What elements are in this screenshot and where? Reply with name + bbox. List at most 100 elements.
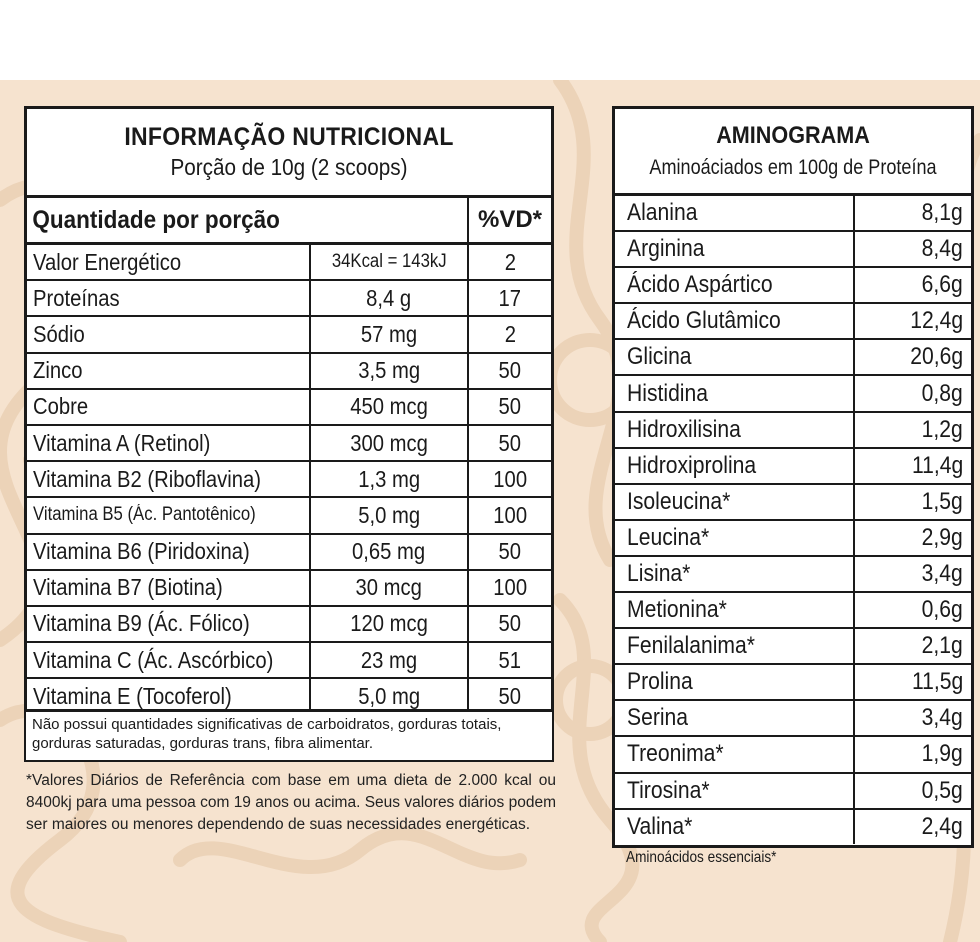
amino-value: 3,4g [853,700,971,738]
nutrient-name-text: Vitamina E (Tocoferol) [33,682,232,709]
amino-value-text: 2,9g [921,523,963,551]
nutrient-daily-value-text: 51 [498,646,522,673]
nutrient-daily-value: 100 [467,497,551,535]
nutrient-amount: 5,0 mg [309,678,468,714]
amino-value: 2,9g [853,519,971,557]
amino-value: 12,4g [853,303,971,341]
amino-name-text: Treonima* [627,740,724,768]
nutrient-amount-text: 1,3 mg [358,465,420,492]
nutrient-name-text: Sódio [33,320,85,347]
amino-row: Glicina 20,6g [615,339,971,377]
nutrient-row: Cobre 450 mcg 50 [27,388,551,426]
amino-value-text: 1,5g [921,487,963,515]
nutrient-name-text: Vitamina B6 (Piridoxina) [33,538,250,565]
nutrient-amount: 30 mcg [309,569,468,607]
amino-name-text: Isoleucina* [627,487,731,515]
nutrient-amount: 1,3 mg [309,461,468,499]
amino-name-text: Alanina [627,199,698,227]
nutrient-daily-value: 50 [467,678,551,714]
amino-value-text: 2,1g [921,632,963,660]
nutrient-row: Vitamina C (Ác. Ascórbico) 23 mg 51 [27,642,551,680]
amino-value: 8,4g [853,231,971,269]
nutrient-daily-value: 17 [467,280,551,318]
serving-size: Porção de 10g (2 scoops) [170,154,408,180]
amino-name: Glicina [615,339,854,377]
nutrient-amount: 34Kcal = 143kJ [309,245,468,282]
nutrient-name-text: Vitamina B2 (Riboflavina) [33,465,262,492]
amino-name: Tirosina* [615,772,854,810]
nutrient-name: Vitamina C (Ác. Ascórbico) [27,642,310,680]
nutrient-daily-value: 50 [467,533,551,571]
nutrient-amount-text: 8,4 g [366,284,412,311]
amino-row: Alanina 8,1g [615,196,971,233]
amino-value: 0,8g [853,375,971,413]
amino-row: Prolina 11,5g [615,664,971,702]
amino-row: Hidroxiprolina 11,4g [615,447,971,485]
amino-value: 0,5g [853,772,971,810]
nutrient-amount-text: 0,65 mg [352,538,426,565]
nutrient-name-text: Vitamina B7 (Biotina) [33,574,223,601]
nutrient-daily-value: 50 [467,605,551,644]
nutrient-name-text: Zinco [33,357,83,384]
amino-name-text: Prolina [627,668,693,696]
nutrient-amount-text: 120 mcg [350,610,428,637]
essential-amino-note: Aminoácidos essenciais* [626,849,777,866]
nutrient-amount-text: 23 mg [360,646,418,673]
amino-name: Hidroxiprolina [615,447,854,485]
nutrient-amount: 8,4 g [309,280,468,318]
amino-value-text: 2,4g [921,812,963,840]
amino-name: Ácido Glutâmico [615,303,854,341]
nutrient-rows: Valor Energético 34Kcal = 143kJ 2 Proteínas… [27,245,551,714]
nutrient-amount-text: 450 mcg [350,393,428,420]
nutrient-row: Vitamina B7 (Biotina) 30 mcg 100 [27,569,551,607]
amino-value-text: 1,9g [921,740,963,768]
amino-name-text: Histidina [627,379,709,407]
nutrient-name: Cobre [27,388,310,426]
amino-name: Prolina [615,664,854,702]
nutrient-daily-value-text: 100 [493,465,527,492]
nutrient-amount: 3,5 mg [309,352,468,390]
nutrient-name-text: Valor Energético [33,248,182,275]
nutrient-name: Proteínas [27,280,310,318]
amino-row: Lisina* 3,4g [615,555,971,594]
amino-row: Ácido Glutâmico 12,4g [615,303,971,341]
nutrient-name: Zinco [27,352,310,390]
amino-name-text: Hidroxiprolina [627,451,757,479]
nutrient-name: Sódio [27,316,310,354]
nutrient-amount: 5,0 mg [309,497,468,535]
nutrient-daily-value-text: 50 [498,393,522,420]
nutrient-row: Zinco 3,5 mg 50 [27,352,551,390]
nutrient-amount-text: 3,5 mg [358,357,420,384]
amino-value: 2,4g [853,808,971,844]
nutrient-daily-value-text: 50 [498,429,522,456]
nutrient-amount: 300 mcg [309,424,468,463]
amino-value-text: 11,5g [911,668,963,696]
nutrient-amount-text: 5,0 mg [358,682,420,709]
nutrient-amount-text: 5,0 mg [358,501,420,528]
nutrient-daily-value-text: 2 [504,320,516,347]
amino-value: 1,9g [853,736,971,774]
amino-name-text: Fenilalanima* [627,632,755,660]
nutrient-name: Vitamina B5 (Ác. Pantotênico) [27,497,310,535]
nutrient-amount: 0,65 mg [309,533,468,571]
amino-value-text: 20,6g [910,343,963,371]
amino-name-text: Serina [627,704,689,732]
amino-name-text: Metionina* [627,596,727,624]
nutrient-row: Vitamina B6 (Piridoxina) 0,65 mg 50 [27,533,551,571]
amino-row: Treonima* 1,9g [615,736,971,774]
nutrient-name: Valor Energético [27,245,310,282]
amino-value: 1,5g [853,483,971,521]
amino-name: Lisina* [615,555,854,594]
nutrient-row: Vitamina B2 (Riboflavina) 1,3 mg 100 [27,461,551,499]
nutrient-name: Vitamina B9 (Ác. Fólico) [27,605,310,644]
amino-value-text: 8,4g [921,235,963,263]
nutrient-name: Vitamina E (Tocoferol) [27,678,310,713]
amino-name-text: Glicina [627,343,692,371]
amino-name-text: Lisina* [627,559,691,587]
amino-value-text: 6,6g [921,271,963,299]
amino-value-text: 12,4g [910,307,963,335]
amino-name-text: Ácido Aspártico [627,271,773,299]
amino-value: 6,6g [853,267,971,305]
nutrient-name-text: Cobre [33,393,89,420]
aminogram-subtitle: Aminoáciados em 100g de Proteína [649,156,937,179]
